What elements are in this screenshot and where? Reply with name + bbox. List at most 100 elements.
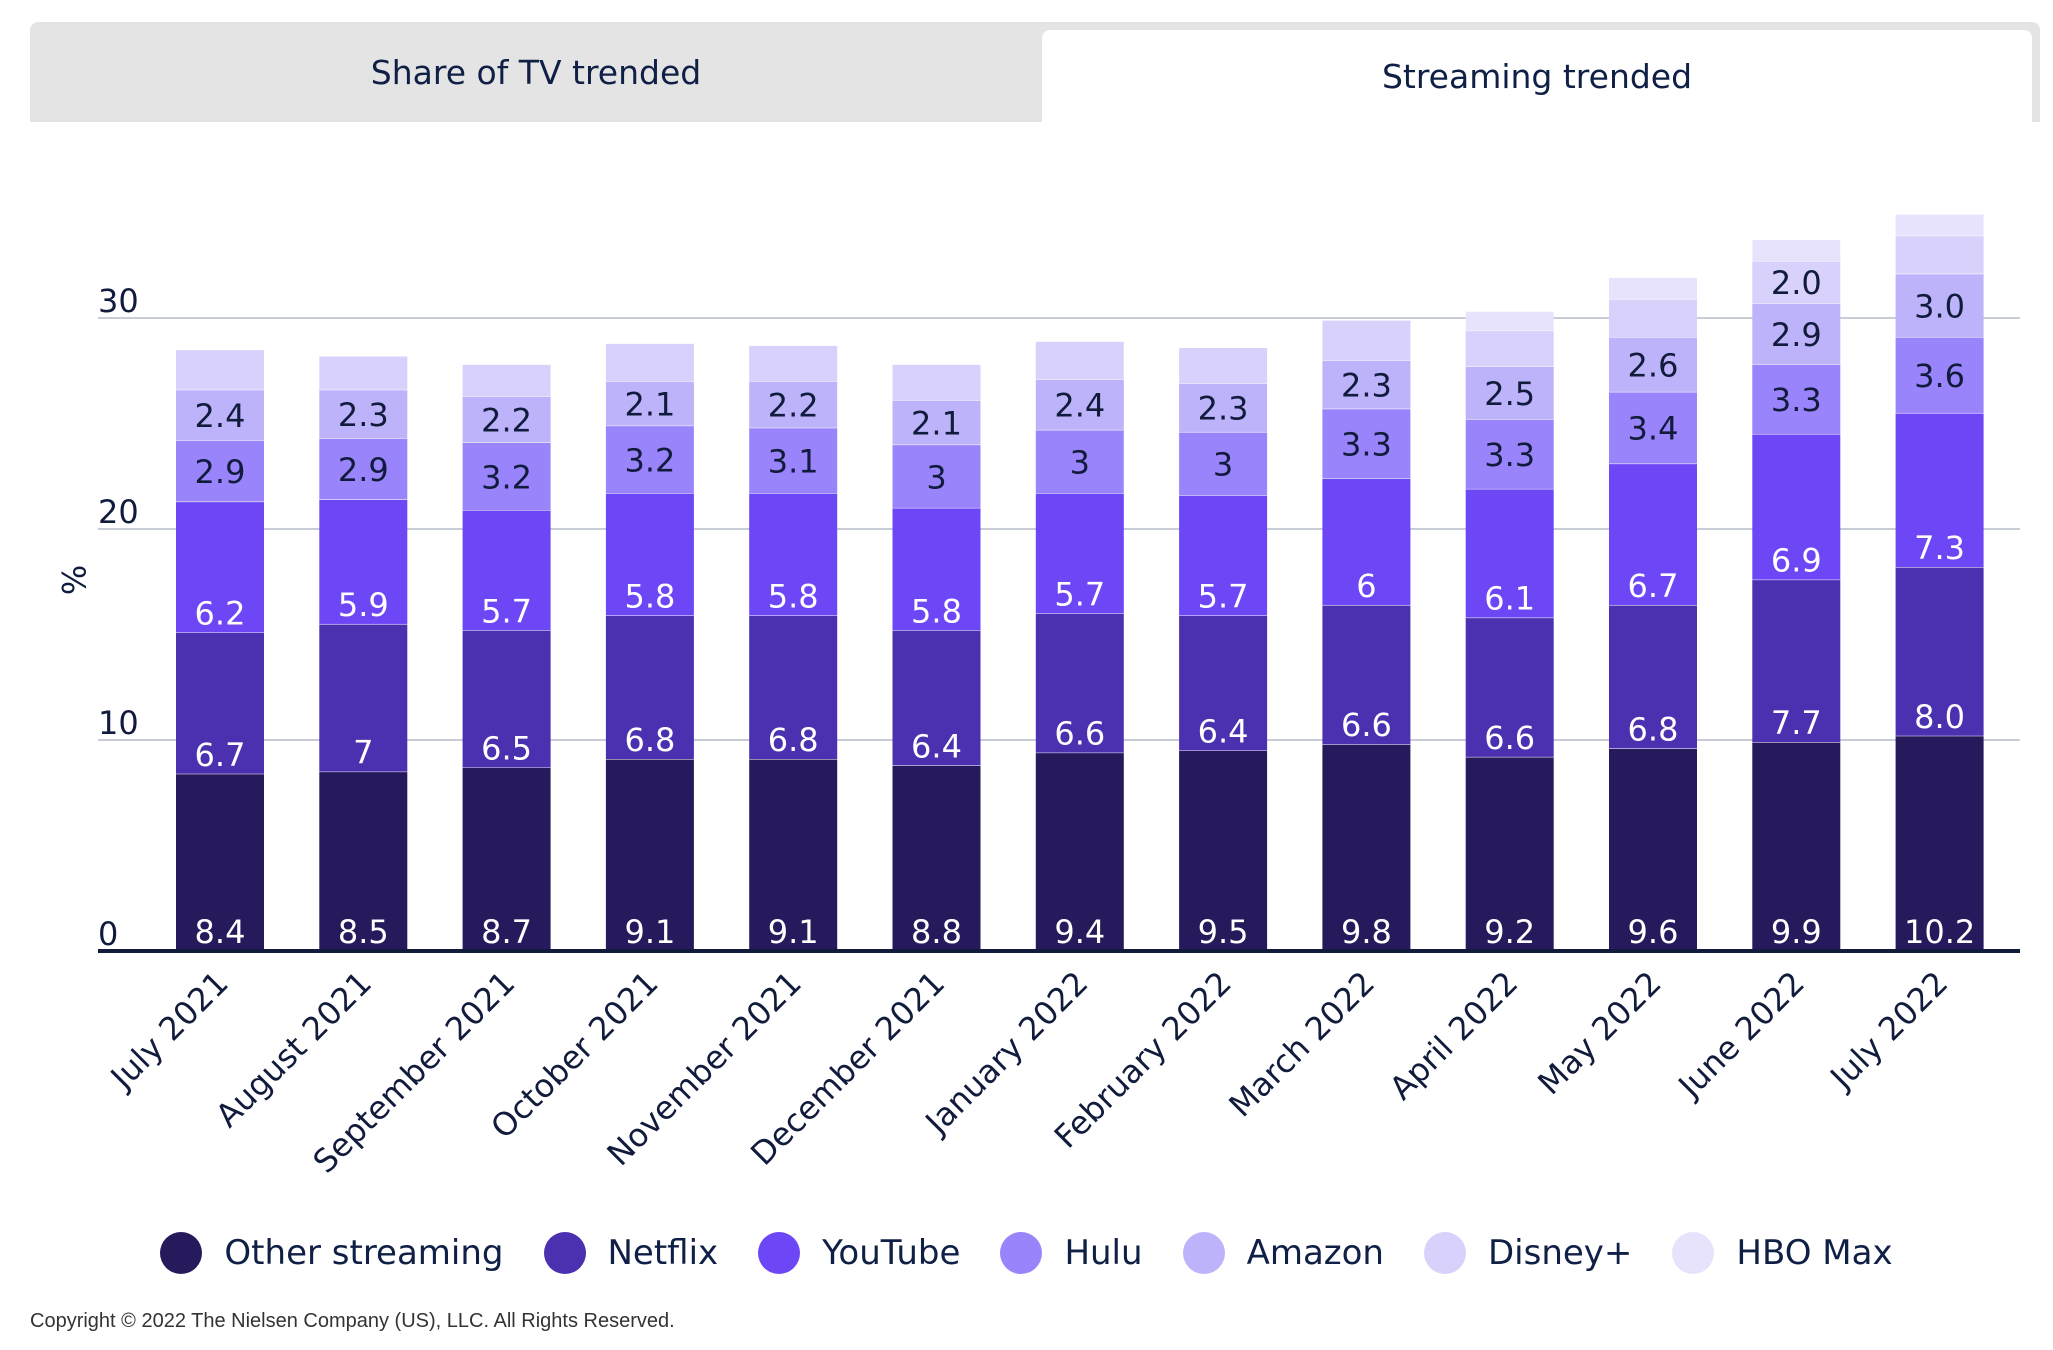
- bar-segment-netflix-0: [176, 632, 264, 774]
- data-label: 6.2: [195, 594, 246, 632]
- data-label: 2.3: [338, 396, 389, 434]
- x-tick-label: May 2022: [1530, 964, 1668, 1102]
- bar-segment-hulu-8: [1322, 408, 1411, 479]
- copyright-notice: Copyright © 2022 The Nielsen Company (US…: [30, 1310, 675, 1332]
- x-tick-label: April 2022: [1382, 964, 1525, 1107]
- bar-segment-disney--11: [1752, 261, 1841, 304]
- data-label: 6.4: [1198, 713, 1249, 751]
- bar-segment-disney--2: [462, 364, 551, 397]
- bar-segment-youtube-1: [319, 499, 408, 624]
- bar-segment-youtube-2: [462, 510, 551, 631]
- bar-segment-hulu-7: [1179, 431, 1268, 496]
- x-tick-label: July 2022: [1822, 964, 1956, 1098]
- x-tick-label: March 2022: [1221, 964, 1382, 1125]
- data-label: 6.8: [768, 721, 819, 759]
- data-label: 2.9: [338, 451, 389, 489]
- bar-segment-netflix-1: [319, 623, 408, 772]
- data-label: 6.8: [1628, 710, 1679, 748]
- y-tick-label-0: 0: [98, 915, 118, 953]
- data-label: 6.6: [1341, 706, 1392, 744]
- y-axis-label: %: [54, 565, 92, 595]
- bar-segment-disney--12: [1895, 235, 1984, 274]
- bar-segment-disney--10: [1609, 299, 1697, 337]
- data-label: 6.5: [481, 729, 532, 767]
- bar-segment-amazon-7: [1179, 383, 1268, 432]
- bar-segment-amazon-11: [1752, 303, 1841, 365]
- data-label: 9.9: [1771, 913, 1822, 951]
- data-label: 3.2: [624, 441, 675, 479]
- data-label: 2.5: [1484, 375, 1535, 413]
- data-label: 6.4: [911, 727, 962, 765]
- data-label: 2.9: [1771, 316, 1822, 354]
- tab-share-of-tv-trended[interactable]: Share of TV trended: [370, 52, 702, 92]
- data-label: 3.2: [481, 458, 532, 496]
- tab-streaming-trended[interactable]: Streaming trended: [1042, 30, 2032, 122]
- data-label: 9.2: [1484, 913, 1535, 951]
- bar-segment-disney--5: [892, 364, 981, 401]
- bar-segment-youtube-7: [1179, 495, 1268, 616]
- bar-segment-youtube-3: [605, 493, 694, 616]
- bar-segment-netflix-9: [1465, 617, 1554, 757]
- data-label: 6.6: [1054, 715, 1105, 753]
- data-label: 3: [1213, 446, 1233, 484]
- bar-segment-disney--6: [1035, 341, 1124, 380]
- bar-segment-amazon-10: [1609, 336, 1697, 392]
- bar-segment-hbo-max-12: [1895, 214, 1984, 236]
- bar-segment-youtube-10: [1609, 463, 1697, 605]
- legend-label: Netflix: [607, 1233, 719, 1273]
- stacked-bar-chart: 0 10 20 30% 8.4 6.7 6.2 2.9 2.4 July 2021 8.5 7 5.9 2…: [54, 214, 2020, 1181]
- data-label: 10.2: [1904, 913, 1975, 951]
- legend-item-other-streaming: Other streaming: [160, 1232, 504, 1274]
- data-label: 7.3: [1914, 529, 1965, 567]
- bar-segment-amazon-8: [1322, 360, 1411, 409]
- bar-segment-amazon-3: [605, 381, 694, 426]
- bar-segment-other-streaming-3: [605, 758, 694, 951]
- bar-segment-hulu-4: [749, 427, 838, 494]
- legend-label: Hulu: [1064, 1233, 1143, 1273]
- bar-segment-amazon-9: [1465, 366, 1554, 420]
- data-label: 8.7: [481, 913, 532, 951]
- y-tick-label-30: 30: [98, 282, 139, 320]
- bar-segment-netflix-11: [1752, 579, 1841, 743]
- data-label: 2.4: [1054, 387, 1105, 425]
- data-label: 3.1: [768, 442, 819, 480]
- bar-segment-hbo-max-9: [1465, 311, 1554, 331]
- bar-segment-other-streaming-6: [1035, 752, 1124, 951]
- data-label: 6.7: [195, 736, 246, 774]
- bar-segment-youtube-12: [1895, 412, 1984, 567]
- data-label: 5.7: [1198, 578, 1249, 616]
- bar-segment-disney--7: [1179, 347, 1268, 384]
- data-label: 2.1: [911, 404, 962, 442]
- data-label: 2.1: [624, 385, 675, 423]
- bar-segment-youtube-4: [749, 493, 838, 616]
- data-label: 3.3: [1341, 426, 1392, 464]
- legend-swatch: [1182, 1232, 1225, 1274]
- data-label: 5.8: [624, 578, 675, 616]
- legend-item-amazon: Amazon: [1182, 1232, 1384, 1274]
- x-tick-label: June 2022: [1670, 964, 1812, 1106]
- bar-segment-hulu-10: [1609, 391, 1697, 464]
- data-label: 9.1: [624, 913, 675, 951]
- data-label: 5.7: [1054, 575, 1105, 613]
- data-label: 3.6: [1914, 357, 1965, 395]
- bar-segment-disney--4: [749, 345, 838, 382]
- data-label: 9.1: [768, 913, 819, 951]
- data-label: 3.4: [1628, 410, 1679, 448]
- data-label: 2.0: [1771, 264, 1822, 302]
- y-tick-label-10: 10: [98, 704, 139, 742]
- bar-segment-other-streaming-2: [462, 767, 551, 951]
- data-label: 6.7: [1628, 567, 1679, 605]
- data-label: 3: [1070, 443, 1090, 481]
- legend-item-youtube: YouTube: [758, 1232, 960, 1274]
- bar-segment-disney--1: [319, 355, 408, 390]
- data-label: 3.3: [1484, 436, 1535, 474]
- bar-segment-hulu-1: [319, 438, 408, 500]
- data-label: 7.7: [1771, 704, 1822, 742]
- bar-segment-amazon-4: [749, 381, 838, 428]
- bar-segment-hulu-12: [1895, 336, 1984, 413]
- legend-swatch: [543, 1232, 586, 1274]
- tab-bar: Share of TV trended Streaming trended: [30, 22, 2040, 122]
- data-label: 2.2: [768, 387, 819, 425]
- bar-segment-youtube-9: [1465, 488, 1554, 618]
- data-label: 8.5: [338, 913, 389, 951]
